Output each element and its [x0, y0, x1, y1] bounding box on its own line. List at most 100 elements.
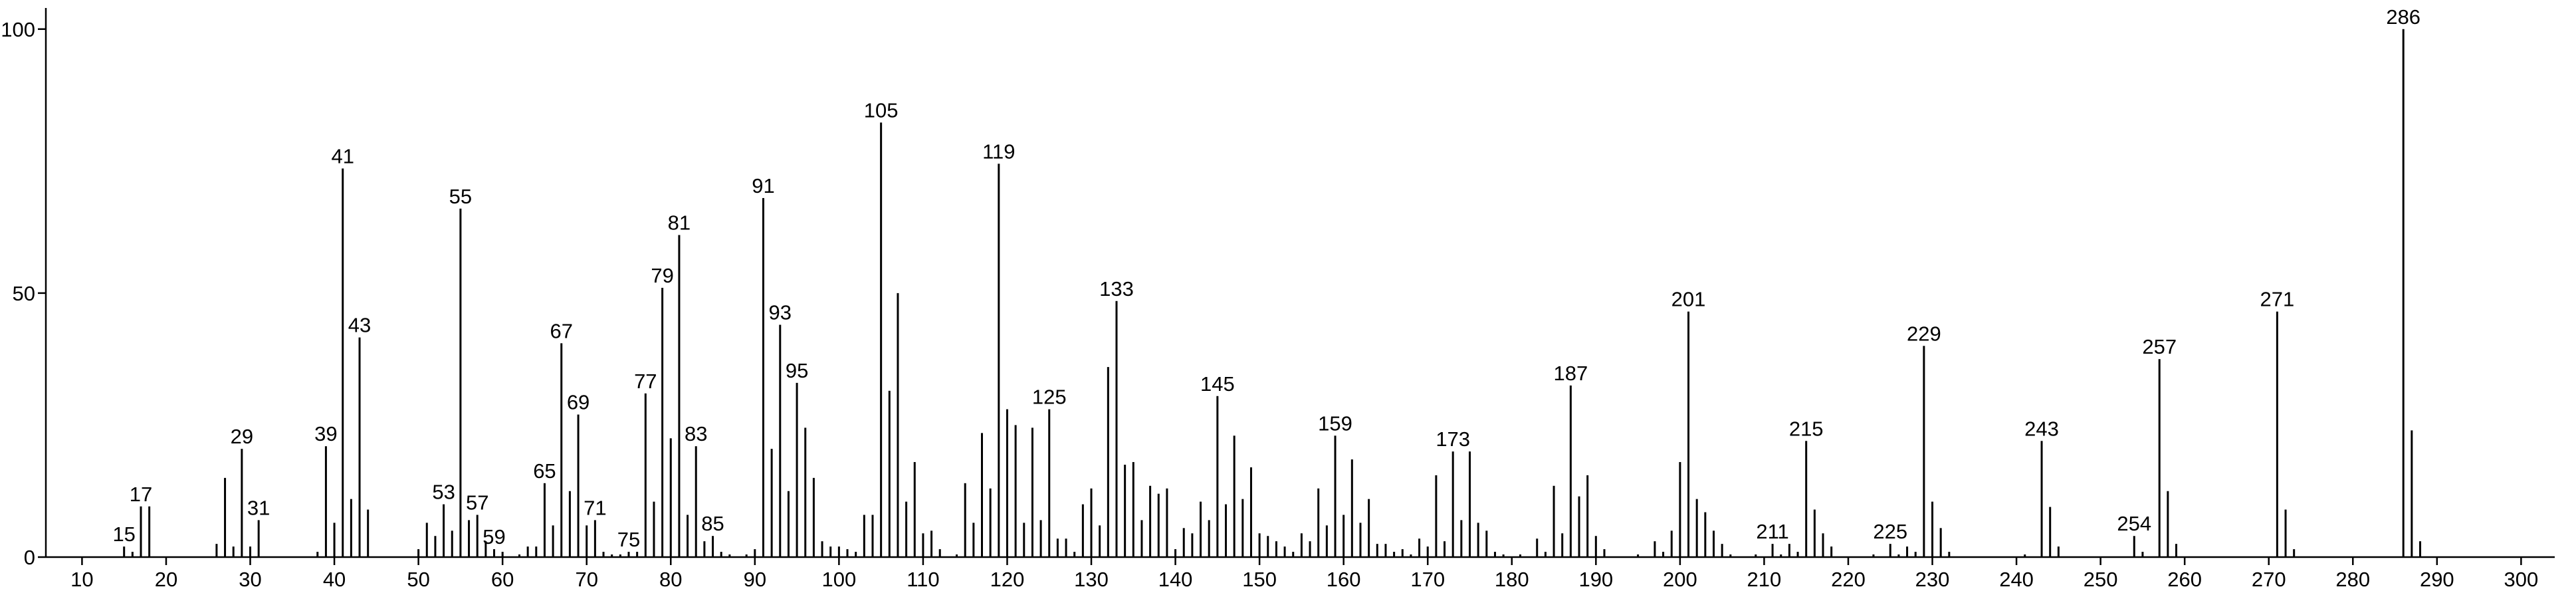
peak-label: 145 — [1200, 372, 1235, 396]
peak — [2024, 554, 2026, 557]
peak — [2141, 552, 2144, 557]
peak — [1401, 549, 1404, 557]
peak-label: 15 — [112, 523, 135, 546]
peak — [586, 525, 588, 557]
peak — [257, 520, 260, 557]
peak — [123, 546, 126, 557]
peak — [2402, 29, 2405, 558]
peak — [451, 531, 453, 557]
peak — [1712, 531, 1715, 557]
x-tick-label: 200 — [1663, 568, 1697, 591]
peak — [703, 541, 706, 557]
peak — [1569, 385, 1572, 557]
peak — [1822, 533, 1824, 557]
peak — [1275, 541, 1277, 557]
peak — [215, 544, 218, 557]
peak — [1208, 520, 1210, 557]
peak-label: 59 — [483, 525, 505, 548]
peak — [1788, 544, 1790, 557]
peak — [804, 427, 807, 557]
peak — [1174, 549, 1177, 557]
peak — [1796, 552, 1799, 557]
peak — [930, 531, 933, 557]
x-tick-label: 90 — [744, 568, 766, 591]
peak — [1914, 552, 1917, 557]
peak — [1233, 435, 1235, 557]
peak — [998, 164, 1000, 557]
peak — [1931, 501, 1934, 557]
peak — [2276, 311, 2278, 557]
peak — [535, 546, 538, 557]
peak — [812, 477, 815, 557]
peak — [880, 122, 883, 557]
peak — [476, 515, 479, 557]
peak — [846, 549, 849, 557]
peak — [1023, 523, 1025, 557]
peak-label: 39 — [314, 422, 337, 445]
x-tick-label: 20 — [155, 568, 177, 591]
x-tick-label: 250 — [2084, 568, 2118, 591]
peak-label: 85 — [701, 512, 724, 535]
x-tick-label: 40 — [323, 568, 346, 591]
peak — [1889, 544, 1891, 557]
peak — [644, 393, 647, 557]
peak — [577, 414, 580, 557]
x-tick-label: 30 — [239, 568, 261, 591]
peak — [2133, 536, 2135, 557]
peak — [316, 552, 319, 557]
x-tick-label: 300 — [2504, 568, 2539, 591]
peak — [1249, 467, 1252, 557]
peak — [1292, 552, 1295, 557]
peak — [1948, 552, 1951, 557]
peak — [754, 549, 756, 557]
peak — [1662, 552, 1665, 557]
peak-label: 75 — [617, 528, 640, 551]
x-tick-label: 50 — [407, 568, 429, 591]
peak — [1451, 451, 1454, 557]
peak-label: 133 — [1099, 277, 1134, 300]
peak-label: 93 — [769, 301, 792, 324]
peak — [636, 552, 639, 557]
peak — [611, 554, 613, 557]
peak — [922, 533, 924, 557]
peak — [972, 523, 975, 557]
peak-label: 69 — [567, 391, 590, 414]
peak — [1107, 367, 1109, 557]
peak — [1435, 475, 1438, 557]
peak — [232, 546, 235, 557]
peak-label: 79 — [651, 264, 673, 287]
peak — [1805, 441, 1808, 557]
peak — [324, 446, 327, 557]
peak — [796, 382, 798, 557]
peak — [855, 552, 857, 557]
peak-label: 17 — [130, 483, 152, 506]
peak — [518, 554, 520, 557]
peak — [2175, 544, 2178, 557]
y-tick-label: 0 — [24, 546, 35, 569]
peak — [493, 549, 496, 557]
peak — [241, 449, 243, 557]
peak — [1830, 546, 1833, 557]
peak — [1006, 409, 1008, 557]
peak — [1923, 346, 1925, 557]
peak — [1031, 427, 1033, 557]
peak — [888, 390, 891, 557]
peak — [913, 462, 916, 557]
peak — [762, 197, 764, 557]
peak-label: 159 — [1318, 412, 1352, 435]
peak — [1536, 538, 1539, 557]
x-tick-label: 290 — [2420, 568, 2454, 591]
peak — [1090, 488, 1093, 557]
x-tick-label: 180 — [1495, 568, 1529, 591]
x-tick-label: 110 — [907, 568, 939, 591]
peak — [1149, 485, 1152, 557]
peak — [1359, 523, 1362, 557]
peak — [1729, 554, 1732, 557]
peak — [871, 515, 874, 557]
peak-label: 225 — [1873, 520, 1907, 543]
x-tick-label: 130 — [1074, 568, 1109, 591]
peak — [1283, 546, 1286, 557]
peak — [745, 554, 748, 557]
peak — [552, 525, 554, 557]
